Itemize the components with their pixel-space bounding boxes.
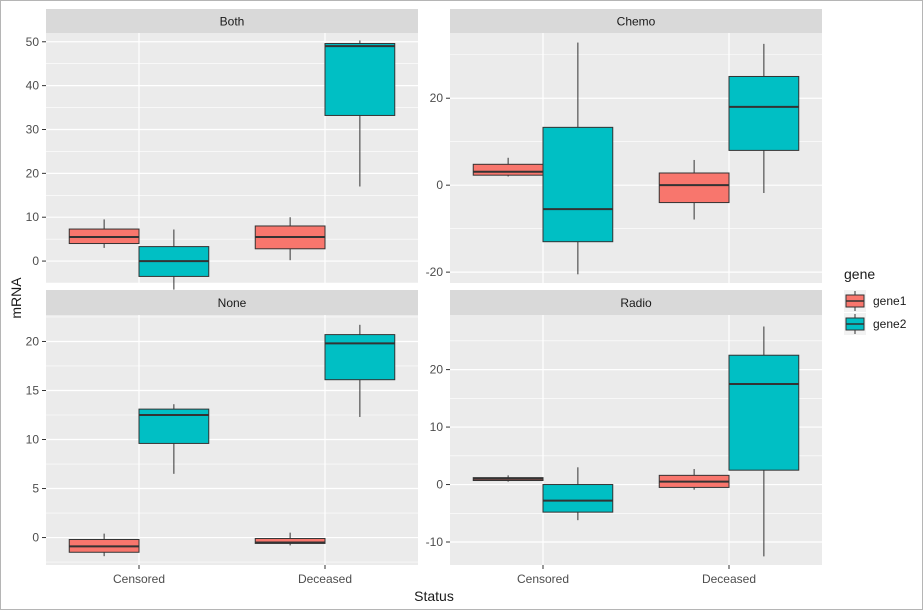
facet-strip-label: None (218, 296, 247, 310)
box-deceased-gene2 (728, 326, 800, 557)
x-axis-title: Status (414, 588, 454, 604)
y-tick-label: 0 (32, 254, 39, 268)
box-body (728, 354, 800, 471)
legend-key-gene1: gene1 (844, 290, 907, 312)
box-body (542, 126, 614, 243)
box-deceased-gene2 (324, 324, 396, 417)
box-body (324, 334, 396, 381)
y-tick-label: 5 (32, 482, 39, 496)
legend-label: gene1 (873, 294, 907, 308)
box-deceased-gene1 (658, 469, 730, 490)
facet-none: None 0 5 10 15 20 (26, 290, 418, 565)
x-tick-label: Censored (517, 572, 569, 586)
box-body (728, 75, 800, 151)
y-tick-label: -20 (426, 265, 444, 279)
y-tick-label: 30 (26, 122, 40, 136)
x-tick-label: Deceased (702, 572, 756, 586)
x-tick-label: Censored (113, 572, 165, 586)
panel-background (450, 33, 822, 283)
y-tick-label: 20 (430, 91, 444, 105)
box-deceased-gene1 (254, 217, 326, 261)
facet-strip (46, 290, 418, 315)
box-deceased-gene2 (324, 40, 396, 187)
box-body (472, 163, 544, 176)
legend-keys: gene1 gene2 (844, 290, 907, 335)
y-tick-label: 15 (26, 383, 40, 397)
box-censored-gene2 (542, 467, 614, 521)
facet-radio: Radio -10 0 10 20 (426, 290, 822, 565)
y-axis-title: mRNA (8, 277, 24, 319)
y-tick-label: 20 (26, 334, 40, 348)
y-tick-label: 20 (430, 363, 444, 377)
box-deceased-gene1 (658, 159, 730, 220)
box-censored-gene1 (68, 533, 140, 557)
box-censored-gene2 (542, 42, 614, 275)
box-body (324, 43, 396, 116)
box-deceased-gene1 (254, 532, 326, 546)
y-tick-label: 10 (430, 420, 444, 434)
facet-both: Both 0 10 20 30 40 50 (26, 9, 418, 290)
facet-chemo: Chemo -20 0 20 (426, 9, 822, 283)
legend-label: gene2 (873, 317, 907, 331)
y-tick-label: 10 (26, 210, 40, 224)
box-body (542, 484, 614, 513)
box-censored-gene1 (68, 219, 140, 248)
legend: gene gene1 gene2 (844, 266, 907, 335)
facets: Both01020304050Chemo-20020None05101520Ra… (26, 9, 822, 565)
facet-strip-label: Both (220, 15, 245, 29)
y-tick-label: 0 (436, 478, 443, 492)
box-censored-gene2 (138, 404, 210, 474)
facet-strip-label: Radio (620, 296, 652, 310)
box-deceased-gene2 (728, 43, 800, 193)
facet-strip-label: Chemo (617, 15, 656, 29)
legend-title: gene (844, 266, 875, 282)
facet-strip (450, 9, 822, 33)
y-tick-label: 40 (26, 79, 40, 93)
y-tick-label: 0 (436, 178, 443, 192)
facet-strip (450, 290, 822, 315)
facet-strip (46, 9, 418, 33)
box-censored-gene2 (138, 229, 210, 290)
y-tick-label: -10 (426, 535, 444, 549)
box-censored-gene1 (472, 475, 544, 482)
box-body (658, 172, 730, 204)
y-tick-label: 0 (32, 531, 39, 545)
x-tick-labels: Censored Deceased Censored Deceased (113, 565, 756, 586)
y-tick-label: 50 (26, 35, 40, 49)
y-tick-label: 20 (26, 166, 40, 180)
y-tick-label: 10 (26, 433, 40, 447)
x-tick-label: Deceased (298, 572, 352, 586)
legend-key-gene2: gene2 (844, 313, 907, 335)
